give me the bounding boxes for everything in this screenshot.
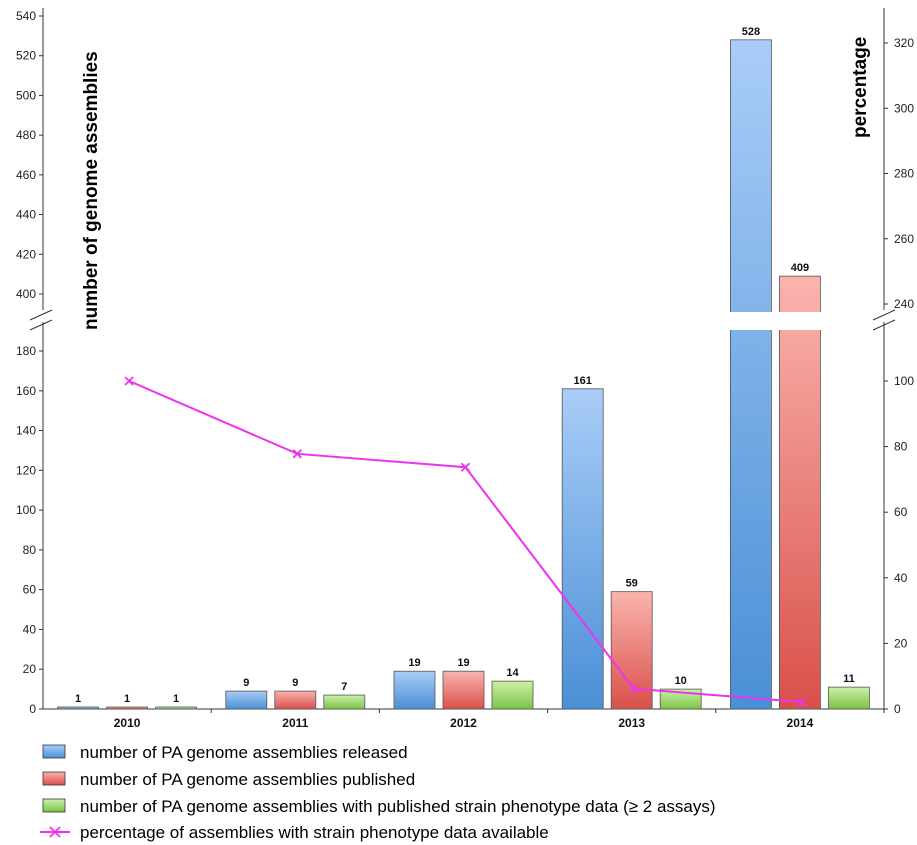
y-tick-label: 420	[16, 247, 36, 261]
y2-tick-label: 20	[894, 636, 908, 650]
y-tick-label: 540	[16, 9, 36, 23]
y-tick-label: 20	[23, 662, 37, 676]
bar-published	[779, 275, 821, 710]
y-tick-label: 120	[16, 463, 36, 477]
y2-tick-label: 60	[894, 505, 908, 519]
y-tick-label: 500	[16, 88, 36, 102]
data-label: 9	[292, 677, 298, 689]
bar-phenotype	[155, 706, 198, 710]
data-label: 409	[791, 262, 809, 274]
y2-tick-label: 40	[894, 571, 908, 585]
x-tick-label: 2013	[618, 716, 645, 730]
y-tick-label: 0	[29, 702, 36, 716]
bar-released	[393, 670, 436, 710]
tick-group: 0204060801001201401601804004204404604805…	[16, 9, 914, 716]
bar-axis-break-gap	[728, 312, 774, 330]
data-label: 1	[124, 693, 130, 705]
y2-tick-label: 320	[894, 36, 914, 50]
y-tick-label: 40	[23, 622, 37, 636]
bar-axis-break-gap	[777, 312, 823, 330]
y-tick-label: 60	[23, 583, 37, 597]
legend-swatch-phenotype	[42, 798, 66, 813]
y-tick-label: 180	[16, 344, 36, 358]
percentage-point	[460, 462, 471, 472]
legend-label-percentage: percentage of assemblies with strain phe…	[80, 823, 549, 842]
category-label-group: 2010 2011 2012 2013 2014	[114, 709, 885, 730]
percentage-line	[128, 380, 802, 704]
data-label: 161	[574, 375, 592, 387]
data-label: 19	[457, 657, 469, 669]
bar-group	[57, 39, 870, 710]
bar-phenotype	[828, 686, 870, 710]
y-tick-label: 440	[16, 208, 36, 222]
legend-label-released: number of PA genome assemblies released	[80, 743, 408, 762]
y2-tick-label: 240	[894, 297, 914, 311]
y-tick-label: 160	[16, 384, 36, 398]
y2-tick-label: 260	[894, 232, 914, 246]
percentage-point	[124, 376, 134, 386]
y-tick-label: 400	[16, 287, 36, 301]
bar-released	[225, 690, 268, 710]
bar-published	[106, 706, 148, 710]
data-label: 10	[675, 675, 687, 687]
data-label: 1	[75, 693, 81, 705]
data-label: 59	[626, 578, 638, 590]
percentage-line-group	[124, 376, 807, 707]
right-axis-break	[872, 309, 896, 331]
y2-tick-label: 300	[894, 101, 914, 115]
y2-tick-label: 100	[894, 374, 914, 388]
bar-phenotype	[491, 680, 534, 710]
y-tick-label: 80	[23, 543, 37, 557]
bar-released	[730, 39, 772, 710]
left-axis-break	[29, 309, 53, 331]
y-tick-label: 460	[16, 168, 36, 182]
data-label: 14	[506, 667, 519, 679]
bar-break-gaps	[728, 312, 823, 330]
percentage-point	[292, 449, 302, 459]
data-label: 7	[341, 681, 347, 693]
y-tick-label: 520	[16, 49, 36, 63]
legend-label-phenotype: number of PA genome assemblies with publ…	[80, 797, 716, 816]
y2-tick-label: 0	[894, 702, 901, 716]
legend-swatch-published	[42, 771, 66, 786]
y-tick-label: 480	[16, 128, 36, 142]
y2-axis-title: percentage	[850, 37, 871, 138]
percentage-point	[629, 684, 639, 694]
y2-tick-label: 80	[894, 440, 908, 454]
y-axis-title: number of genome assemblies	[81, 51, 102, 330]
data-label: 1	[173, 693, 179, 705]
legend-marker-percentage	[49, 826, 61, 838]
legend-label-published: number of PA genome assemblies published	[80, 770, 415, 789]
percentage-point	[797, 697, 807, 707]
x-tick-label: 2011	[282, 716, 308, 730]
x-tick-label: 2014	[787, 716, 814, 730]
x-tick-label: 2010	[114, 716, 141, 730]
bar-published	[442, 670, 485, 710]
data-label: 528	[742, 26, 760, 38]
bar-phenotype	[323, 694, 366, 710]
data-label: 11	[843, 673, 855, 685]
data-label: 19	[408, 657, 420, 669]
y2-tick-label: 280	[894, 167, 914, 181]
legend-swatch-released	[42, 744, 66, 759]
bar-released	[561, 388, 604, 710]
x-tick-label: 2012	[450, 716, 477, 730]
bar-published	[274, 690, 317, 710]
y-tick-label: 140	[16, 424, 36, 438]
legend: number of PA genome assemblies released …	[40, 743, 716, 842]
bar-released	[57, 706, 99, 710]
y-tick-label: 100	[16, 503, 36, 517]
data-label: 9	[243, 677, 249, 689]
